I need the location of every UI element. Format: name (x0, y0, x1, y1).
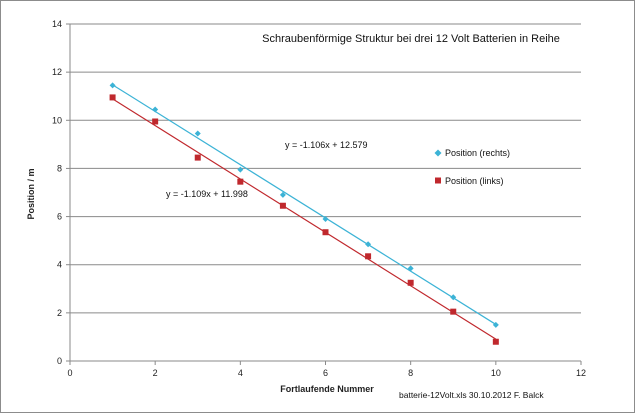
legend-marker-links (435, 177, 441, 184)
y-axis-label: Position / m (26, 168, 36, 219)
data-point-links (194, 154, 201, 161)
y-tick-label: 12 (52, 67, 62, 77)
data-point-links (450, 308, 457, 315)
data-point-rechts (407, 265, 414, 272)
footer-note: batterie-12Volt.xls 30.10.2012 F. Balck (399, 390, 544, 400)
data-point-links (322, 229, 329, 236)
x-tick-label: 12 (576, 368, 586, 378)
y-tick-label: 6 (57, 212, 62, 222)
y-tick-label: 8 (57, 163, 62, 173)
y-tick-label: 14 (52, 19, 62, 29)
y-tick-label: 0 (57, 356, 62, 366)
legend-label-rechts: Position (rechts) (445, 148, 510, 158)
trend-equation-rechts: y = -1.106x + 12.579 (285, 140, 368, 150)
data-point-rechts (152, 106, 159, 113)
x-tick-label: 6 (323, 368, 328, 378)
x-axis-label: Fortlaufende Nummer (280, 384, 374, 394)
data-point-rechts (492, 321, 499, 328)
legend-label-links: Position (links) (445, 176, 504, 186)
trend-line-links (112, 98, 497, 340)
data-point-rechts (279, 191, 286, 198)
data-point-rechts (322, 215, 329, 222)
y-tick-label: 4 (57, 260, 62, 270)
grid-lines (70, 23, 581, 314)
data-point-links (279, 202, 286, 209)
data-points (109, 82, 499, 345)
x-tick-label: 4 (238, 368, 243, 378)
data-point-rechts (450, 294, 457, 301)
y-tick-label: 2 (57, 308, 62, 318)
data-point-rechts (194, 130, 201, 137)
axes (66, 23, 582, 365)
data-point-rechts (109, 82, 116, 89)
x-tick-label: 10 (491, 368, 501, 378)
y-tick-labels: 0 2 4 6 8 10 12 14 (52, 19, 62, 366)
data-point-links (492, 338, 499, 345)
chart-title: Schraubenförmige Struktur bei drei 12 Vo… (262, 33, 560, 45)
legend-marker-rechts (434, 149, 442, 157)
data-point-links (109, 94, 116, 101)
legend: Position (rechts) Position (links) (434, 148, 510, 186)
x-tick-label: 0 (67, 368, 72, 378)
x-tick-label: 8 (408, 368, 413, 378)
trend-line-rechts (112, 84, 497, 325)
data-point-links (407, 279, 414, 286)
data-point-links (365, 253, 372, 260)
y-tick-label: 10 (52, 115, 62, 125)
data-point-rechts (237, 166, 244, 173)
x-tick-labels: 0 2 4 6 8 10 12 (67, 368, 586, 378)
data-point-links (237, 178, 244, 185)
data-point-rechts (365, 241, 372, 248)
data-point-links (152, 118, 159, 125)
x-tick-label: 2 (153, 368, 158, 378)
trend-equation-links: y = -1.109x + 11.998 (166, 189, 248, 199)
trend-lines (112, 84, 497, 340)
